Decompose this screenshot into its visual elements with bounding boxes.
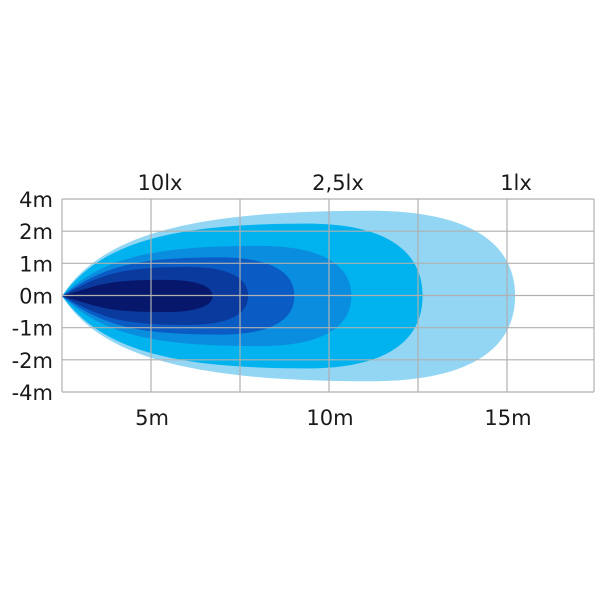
y-tick-label: -1m: [12, 317, 53, 341]
y-tick-label: 0m: [19, 285, 53, 309]
lux-label: 1lx: [500, 171, 532, 195]
y-tick-label: -4m: [12, 381, 53, 405]
lux-label: 2,5lx: [312, 171, 364, 195]
y-tick-label: 1m: [19, 252, 53, 276]
y-tick-label: 4m: [19, 188, 53, 212]
grid: [61, 198, 595, 393]
y-tick-label: 2m: [19, 220, 53, 244]
x-tick-label: 10m: [306, 406, 353, 430]
x-tick-label: 5m: [135, 406, 169, 430]
y-tick-label: -2m: [12, 349, 53, 373]
x-tick-label: 15m: [484, 406, 531, 430]
axis-labels: 4m 2m 1m 0m -1m -2m -4m 5m 10m 15m 10lx 2,5lx 1lx: [12, 171, 532, 430]
lux-label: 10lx: [138, 171, 183, 195]
